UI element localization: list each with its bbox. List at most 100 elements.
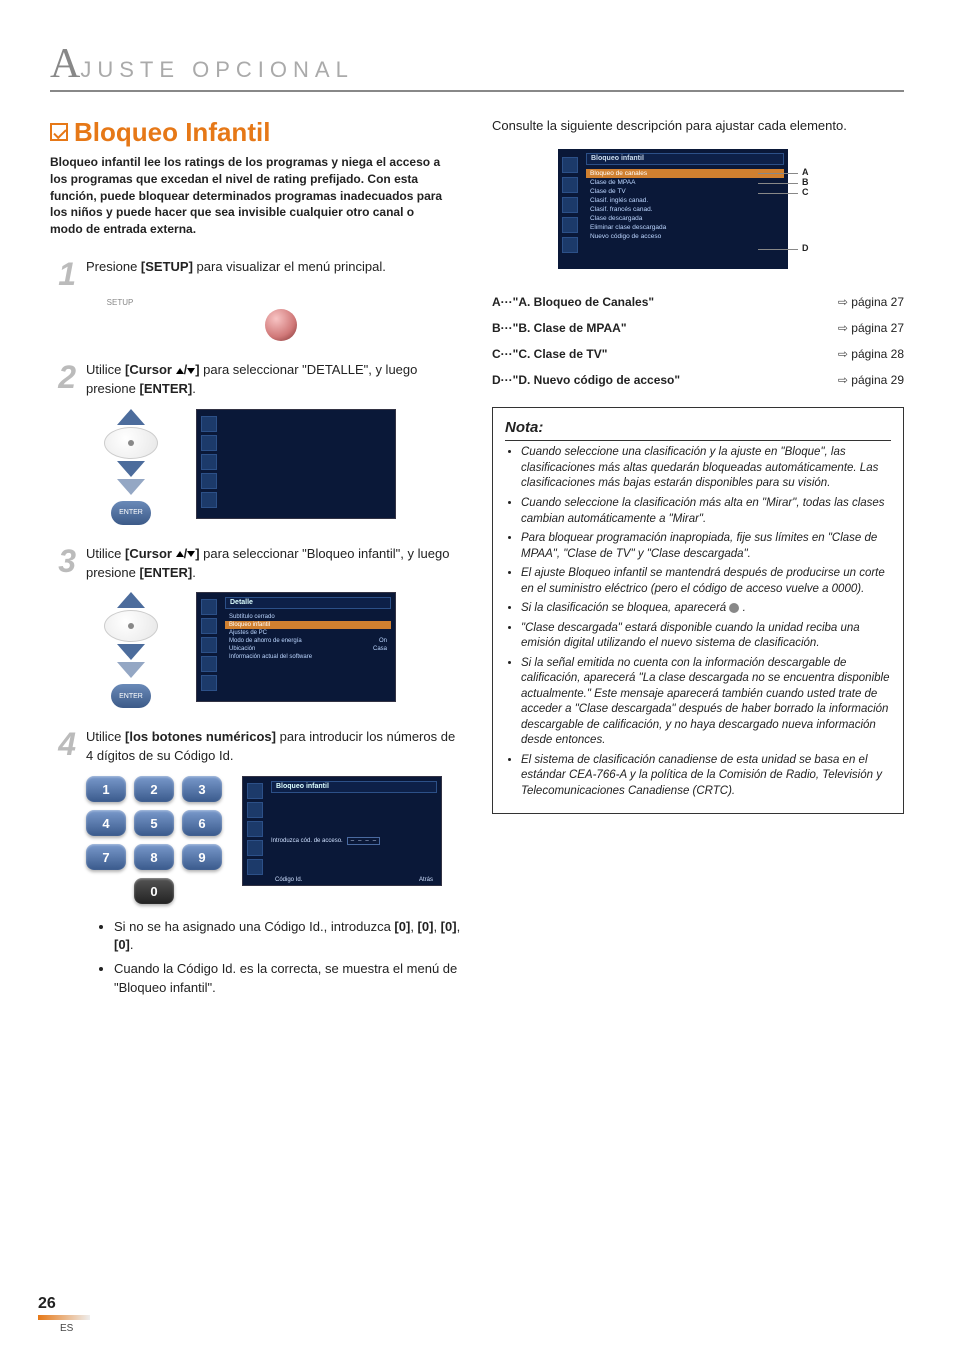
- menu-row-value: On: [379, 638, 387, 644]
- step-4: 4 Utilice [los botones numéricos] para i…: [50, 728, 462, 996]
- screen-nav-icon: [562, 217, 578, 233]
- step-4-text: Utilice [los botones numéricos] para int…: [86, 728, 462, 766]
- ref-c-text: "C. Clase de TV": [513, 347, 608, 361]
- s3-pre: Utilice: [86, 546, 125, 561]
- section-title: Bloqueo Infantil: [74, 117, 270, 148]
- s4-pre: Utilice: [86, 729, 125, 744]
- b1e: ,: [433, 919, 440, 934]
- b1h: [0]: [114, 937, 130, 952]
- header-big-letter: A: [50, 40, 80, 88]
- screen-nav-icon: [201, 675, 217, 691]
- screen-nav-icon: [201, 637, 217, 653]
- screen-nav-icon: [247, 840, 263, 856]
- screen-nav-icon: [562, 157, 578, 173]
- footer-left: Código Id.: [275, 877, 302, 883]
- setup-round-button-icon: [265, 309, 297, 341]
- dpad-illustration: ENTER: [86, 409, 176, 525]
- triangle-up-icon: [176, 368, 184, 374]
- s3-bold: [Cursor: [125, 546, 176, 561]
- step-num-1: 1: [50, 258, 76, 290]
- step-num-2: 2: [50, 361, 76, 393]
- step-3-text: Utilice [Cursor /] para seleccionar "Blo…: [86, 545, 462, 583]
- nota-item-8: El sistema de clasificación canadiense d…: [521, 753, 891, 800]
- header-rest: JUSTE OPCIONAL: [80, 57, 353, 82]
- right-intro: Consulte la siguiente descripción para a…: [492, 117, 904, 135]
- right-screen-mockup: Bloqueo infantil Bloqueo de canales Clas…: [558, 149, 788, 269]
- step-1-post: para visualizar el menú principal.: [193, 259, 386, 274]
- menu-row-value: Casa: [373, 646, 387, 652]
- keypad-1: 1: [86, 776, 126, 802]
- menu-row-label: Modo de ahorro de energía: [229, 638, 302, 644]
- ref-b-text: "B. Clase de MPAA": [513, 321, 627, 335]
- screen-nav-icon: [247, 821, 263, 837]
- keypad-8: 8: [134, 844, 174, 870]
- b1a: Si no se ha asignado una Código Id., int…: [114, 919, 394, 934]
- right-screen-wrap: Bloqueo infantil Bloqueo de canales Clas…: [558, 149, 838, 269]
- ref-c-letter: C···: [492, 347, 513, 361]
- page-lang: ES: [60, 1323, 73, 1334]
- reference-table: A···"A. Bloqueo de Canales" página 27 B·…: [492, 289, 904, 393]
- ref-d-text: "D. Nuevo código de acceso": [513, 373, 680, 387]
- enter-button-icon: ENTER: [111, 684, 151, 708]
- s4-bold: [los botones numéricos]: [125, 729, 276, 744]
- s2-bold3: [ENTER]: [139, 381, 192, 396]
- step-3-screen-mockup: Detalle Subtítulo cerrado Bloqueo infant…: [196, 592, 396, 702]
- b1f: [0]: [441, 919, 457, 934]
- dpad-up-icon: [117, 409, 145, 425]
- screen-nav-icon: [247, 859, 263, 875]
- nota-title: Nota:: [505, 418, 891, 441]
- callout-b: B: [802, 177, 809, 187]
- b1c: ,: [410, 919, 417, 934]
- screen-title: Detalle: [225, 597, 391, 609]
- screen-nav-icon: [201, 492, 217, 508]
- keypad-3: 3: [182, 776, 222, 802]
- right-menu-row: Eliminar clase descargada: [586, 223, 784, 232]
- s3-end: .: [192, 565, 196, 580]
- checkbox-icon: [50, 123, 68, 141]
- s2-end: .: [192, 381, 196, 396]
- menu-row: Ajustes de PC: [225, 629, 391, 637]
- screen-nav-icon: [201, 599, 217, 615]
- step-1-pre: Presione: [86, 259, 141, 274]
- triangle-down-icon: [187, 368, 195, 374]
- step-num-4: 4: [50, 728, 76, 760]
- b1d: [0]: [418, 919, 434, 934]
- ref-b-letter: B···: [492, 321, 513, 335]
- s2-bold: [Cursor: [125, 362, 176, 377]
- screen-title: Bloqueo infantil: [271, 781, 437, 793]
- dpad-down-shadow-icon: [117, 479, 145, 495]
- dpad-down-shadow-icon: [117, 662, 145, 678]
- ref-row-d: D···"D. Nuevo código de acceso" página 2…: [492, 367, 904, 393]
- step-4-bullet-2: Cuando la Código Id. es la correcta, se …: [114, 960, 462, 996]
- screen-nav-icon: [201, 454, 217, 470]
- ref-c-page: página 28: [838, 347, 904, 361]
- keypad-9: 9: [182, 844, 222, 870]
- n5a: Si la clasificación se bloquea, aparecer…: [521, 602, 729, 614]
- code-dash: –: [373, 838, 376, 844]
- code-dash: –: [365, 838, 368, 844]
- nota-item-2: Cuando seleccione la clasificación más a…: [521, 496, 891, 527]
- callout-line-a: [758, 173, 798, 174]
- right-menu-row: Nuevo código de acceso: [586, 232, 784, 241]
- ref-a-page: página 27: [838, 295, 904, 309]
- step-2-text: Utilice [Cursor /] para seleccionar "DET…: [86, 361, 462, 399]
- ref-b-page: página 27: [838, 321, 904, 335]
- right-menu-row: Bloqueo de canales: [586, 169, 784, 178]
- lock-icon: [729, 603, 739, 613]
- screen-nav-icon: [201, 618, 217, 634]
- dpad-down-icon: [117, 461, 145, 477]
- menu-row-label: Ubicación: [229, 646, 255, 652]
- screen-nav-icon: [562, 197, 578, 213]
- n5b: .: [739, 602, 745, 614]
- keypad-6: 6: [182, 810, 222, 836]
- triangle-up-icon: [176, 551, 184, 557]
- step-4-bullet-1: Si no se ha asignado una Código Id., int…: [114, 918, 462, 954]
- ref-row-c: C···"C. Clase de TV" página 28: [492, 341, 904, 367]
- dpad-center-icon: [104, 610, 158, 642]
- step-1-text: Presione [SETUP] para visualizar el menú…: [86, 258, 462, 277]
- menu-row: Información actual del software: [225, 653, 391, 661]
- page-header: AJUSTE OPCIONAL: [50, 40, 904, 92]
- step-1: 1 Presione [SETUP] para visualizar el me…: [50, 258, 462, 341]
- b1i: .: [130, 937, 134, 952]
- screen-nav-icon: [201, 435, 217, 451]
